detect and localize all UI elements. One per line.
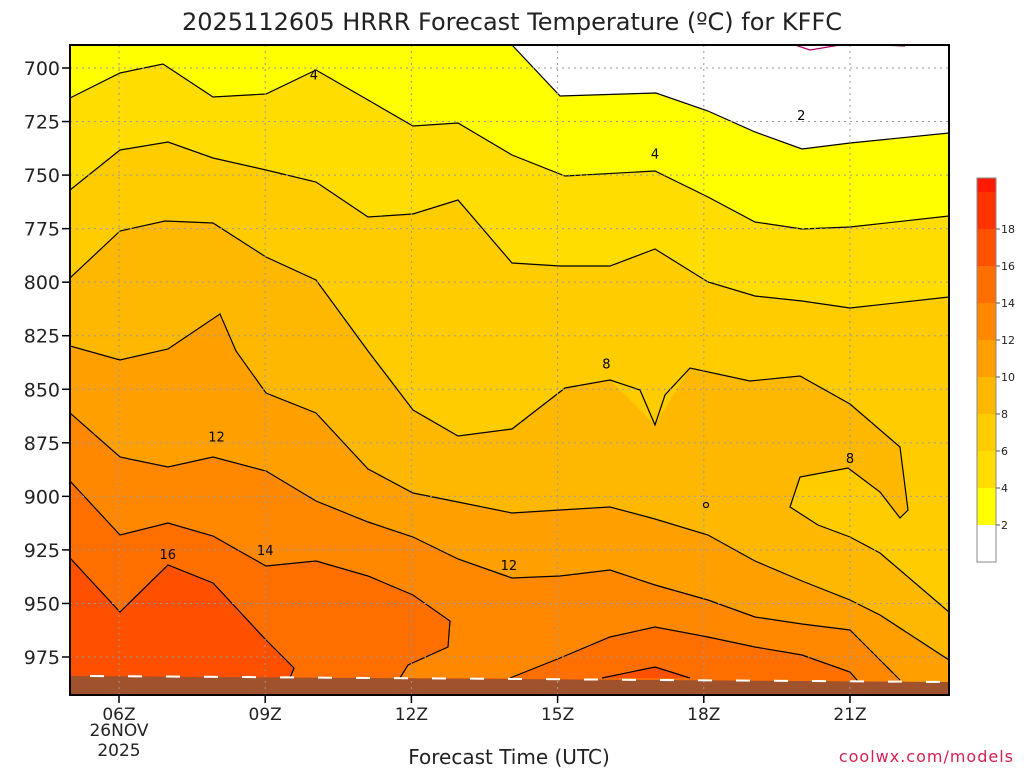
x-tick-label: 09Z	[249, 705, 282, 725]
isotherm-12	[70, 412, 901, 681]
x-axis: 06Z 09Z 12Z 15Z 18Z 21Z	[102, 695, 867, 725]
colorbar-swatch	[977, 340, 996, 377]
x-tick-label: 18Z	[687, 705, 720, 725]
contour-label: 8	[602, 358, 610, 373]
y-tick-label: 700	[24, 58, 60, 80]
isotherm-16-right	[601, 666, 691, 679]
colorbar-label: 10	[1001, 371, 1015, 384]
contour-labels: 2 4 4 8 8 12 12 14 16	[159, 68, 854, 574]
contour-label: 12	[501, 559, 518, 574]
date-label-day: 26NOV	[89, 721, 148, 741]
x-tick-label: 15Z	[541, 705, 574, 725]
y-tick-label: 750	[24, 165, 60, 187]
band-16-18	[70, 558, 294, 695]
y-tick-label: 900	[24, 486, 60, 508]
colorbar-label: 16	[1001, 260, 1015, 273]
colorbar-swatch	[977, 229, 996, 266]
contour-label: 4	[310, 68, 318, 83]
contour-label: 14	[257, 544, 274, 559]
band-16-18-right	[602, 667, 690, 678]
colorbar-label: 14	[1001, 297, 1015, 310]
band-14-16	[70, 481, 870, 695]
colorbar-cap	[977, 178, 996, 192]
isotherm-6	[70, 141, 949, 309]
y-tick-label: 975	[24, 647, 60, 669]
colorbar-swatch	[977, 377, 996, 414]
y-axis: 700 725 750 775 800 825 850 875 900 925 950 975	[24, 58, 70, 669]
colorbar-frame	[976, 177, 997, 563]
isotherm-small-loop	[702, 501, 710, 509]
watermark: coolwx.com/models	[839, 747, 1014, 766]
ground-surface	[70, 676, 949, 695]
contour-label: 16	[159, 548, 176, 563]
colorbar-swatch	[977, 266, 996, 303]
contour-label: 4	[651, 148, 659, 163]
contour-label: 8	[846, 452, 854, 467]
isotherm-10	[70, 313, 949, 661]
y-tick-label: 875	[24, 433, 60, 455]
isotherm-8	[70, 220, 949, 613]
y-tick-label: 725	[24, 112, 60, 134]
isotherm-14	[70, 480, 871, 695]
isotherm-4	[70, 63, 949, 230]
y-tick-label: 800	[24, 272, 60, 294]
y-tick-label: 950	[24, 593, 60, 615]
colorbar-label: 4	[1001, 482, 1008, 495]
y-tick-label: 925	[24, 540, 60, 562]
x-axis-label: Forecast Time (UTC)	[408, 745, 610, 768]
surface-line	[89, 675, 949, 683]
colorbar-label: 12	[1001, 334, 1015, 347]
colorbar-label: 18	[1001, 223, 1015, 236]
isotherm-16	[70, 557, 295, 679]
colorbar-swatch	[977, 525, 996, 562]
plot-area	[70, 45, 949, 695]
grid-lines	[70, 45, 949, 695]
colorbar-label: 8	[1001, 408, 1008, 421]
chart-title: 2025112605 HRRR Forecast Temperature (ºC…	[182, 8, 842, 36]
colorbar-label: 6	[1001, 445, 1008, 458]
plot-frame	[69, 44, 950, 696]
contour-label: 2	[797, 109, 805, 124]
colorbar-label: 2	[1001, 519, 1008, 532]
contour-label: 12	[208, 430, 225, 445]
date-label-year: 2025	[97, 741, 140, 761]
y-tick-label: 850	[24, 379, 60, 401]
colorbar-swatch	[977, 303, 996, 340]
y-tick-label: 825	[24, 326, 60, 348]
y-tick-label: 775	[24, 219, 60, 241]
colorbar-swatch	[977, 414, 996, 451]
colorbar-swatch	[977, 192, 996, 229]
x-tick-label: 21Z	[833, 705, 866, 725]
colorbar-swatch	[977, 488, 996, 525]
x-tick-label: 12Z	[395, 705, 428, 725]
x-tick-label: 06Z	[102, 705, 135, 725]
colorbar-swatch	[977, 451, 996, 488]
colorbar: 2 4 6 8 10 12 14 16 18	[976, 177, 1015, 563]
